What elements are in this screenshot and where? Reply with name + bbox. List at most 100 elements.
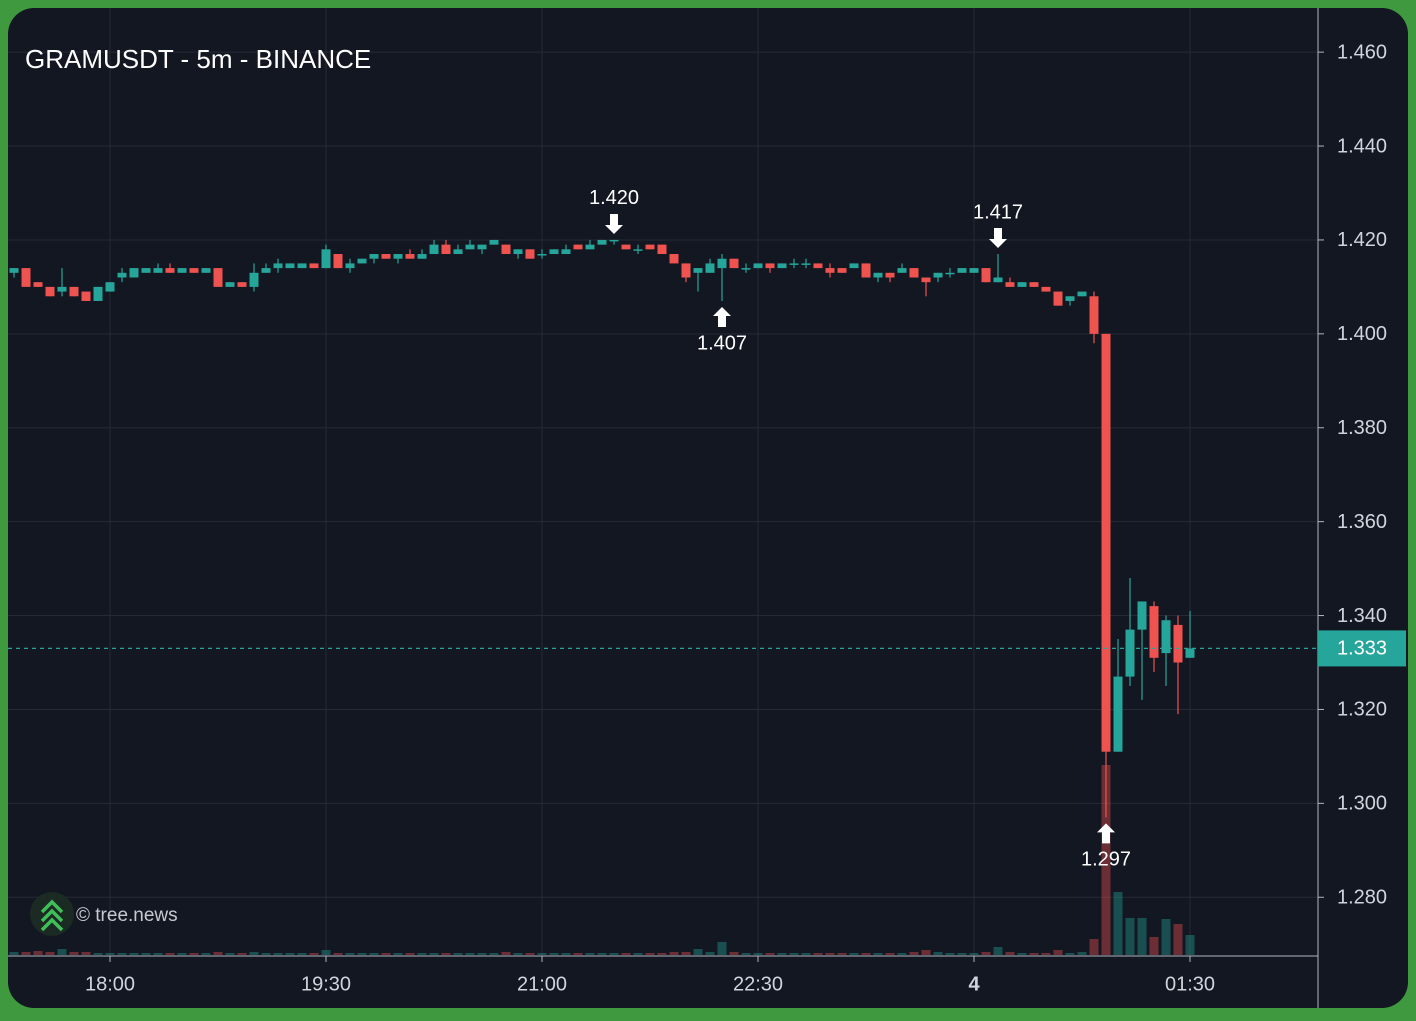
- low-marker: [713, 306, 731, 327]
- candle-body: [237, 282, 247, 287]
- y-tick-label: 1.460: [1337, 41, 1387, 63]
- y-tick-label: 1.440: [1337, 135, 1387, 157]
- candle-body: [9, 268, 19, 273]
- watermark: © tree.news: [76, 905, 178, 926]
- candle-body: [285, 263, 295, 269]
- candle-body: [525, 249, 535, 259]
- axes: 1.280 1.300 1.320 1.340 1.360 1.380 1.400 1.420…: [8, 41, 1406, 995]
- volume-bar: [585, 953, 595, 955]
- volume-bar: [621, 953, 631, 955]
- volume-bar: [33, 951, 43, 955]
- volume-bar: [753, 953, 763, 955]
- watermark-logo: [30, 892, 74, 936]
- candle-body: [333, 254, 343, 269]
- candle-body: [93, 286, 103, 301]
- volume-bar: [417, 953, 427, 955]
- volume-bar: [549, 953, 559, 955]
- y-tick-label: 1.380: [1337, 417, 1387, 439]
- candle-body: [753, 263, 763, 269]
- volume-bar: [489, 953, 499, 955]
- volume-bar: [93, 953, 103, 955]
- volume-bar: [1017, 953, 1027, 955]
- candle-body: [45, 286, 55, 297]
- candle-body: [621, 244, 631, 250]
- candle-body: [297, 263, 307, 269]
- candle-body: [549, 249, 559, 255]
- candle-body: [225, 282, 235, 287]
- volume-bar: [945, 953, 955, 955]
- volume-bar: [957, 953, 967, 955]
- candle-body: [1029, 282, 1039, 287]
- candle-body: [573, 244, 583, 250]
- candle-body: [1149, 606, 1159, 658]
- y-tick-label: 1.320: [1337, 699, 1387, 721]
- last-price-box: [1318, 630, 1406, 667]
- candle-body: [717, 258, 727, 269]
- volume-bar: [705, 952, 715, 955]
- low-label: 1.297: [1081, 849, 1131, 871]
- candle-body: [921, 277, 931, 283]
- candle-body: [705, 263, 715, 273]
- candle-body: [909, 268, 919, 278]
- candle-body: [585, 244, 595, 250]
- candle-body: [381, 254, 391, 259]
- volume-bar: [1173, 924, 1183, 955]
- volume-bar: [261, 953, 271, 955]
- volume-bar: [513, 953, 523, 955]
- candle-body: [69, 286, 79, 297]
- candle-body: [201, 268, 211, 273]
- candle-body: [873, 272, 883, 278]
- candle-body: [993, 277, 1003, 283]
- candle-body: [969, 268, 979, 273]
- candle-body: [213, 268, 223, 287]
- volume-bar: [669, 952, 679, 955]
- candle-body: [477, 244, 487, 250]
- candle-body: [21, 268, 31, 287]
- candle-body: [741, 268, 751, 270]
- volume-bar: [813, 953, 823, 955]
- candle-body: [681, 263, 691, 278]
- volume-bar: [105, 953, 115, 955]
- volume-bar: [297, 953, 307, 955]
- volume-bar: [789, 953, 799, 955]
- x-tick-label: 4: [968, 973, 980, 995]
- candle-body: [669, 254, 679, 264]
- candle-body: [945, 272, 955, 275]
- candle-body: [633, 249, 643, 251]
- candle-body: [825, 268, 835, 273]
- candle-body: [417, 254, 427, 259]
- volume-bar: [777, 953, 787, 955]
- candle-body: [489, 239, 499, 245]
- volume-bar: [201, 953, 211, 955]
- candle-body: [1017, 282, 1027, 287]
- candle-body: [729, 258, 739, 269]
- volume-bar: [1065, 953, 1075, 955]
- volume-bar: [381, 953, 391, 955]
- candle-body: [249, 272, 259, 287]
- volume-bar: [225, 953, 235, 955]
- volume-bar: [273, 953, 283, 955]
- candle-body: [885, 272, 895, 278]
- candle-body: [657, 244, 667, 255]
- candle-body: [129, 268, 139, 278]
- volume-bar: [921, 950, 931, 955]
- candle-body: [1005, 282, 1015, 287]
- volume-bar: [885, 953, 895, 955]
- candles: [9, 239, 1195, 818]
- volume-bar: [729, 952, 739, 955]
- candle-body: [813, 263, 823, 269]
- chart-title: GRAMUSDT - 5m - BINANCE: [25, 44, 371, 74]
- high-label: 1.417: [973, 201, 1023, 223]
- volume-bar: [249, 952, 259, 955]
- volume-bar: [309, 953, 319, 955]
- volume-bar: [57, 949, 67, 955]
- volume-bar: [1149, 937, 1159, 955]
- volume-bar: [969, 953, 979, 955]
- candle-body: [273, 263, 283, 269]
- high-marker: [989, 228, 1007, 249]
- candle-body: [609, 239, 619, 242]
- candle-body: [453, 249, 463, 255]
- volume-bar: [741, 953, 751, 955]
- high-marker: [605, 213, 623, 234]
- candle-body: [117, 272, 127, 278]
